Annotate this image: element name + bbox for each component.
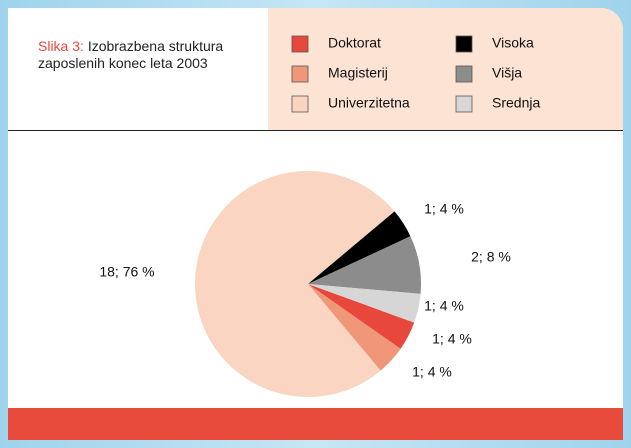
data-label: 1; 4 % bbox=[424, 201, 464, 217]
data-label: 1; 4 % bbox=[412, 364, 452, 380]
legend-swatch bbox=[291, 65, 309, 83]
figure-label: Slika 3: bbox=[38, 38, 84, 54]
legend-area bbox=[268, 8, 623, 130]
legend-swatch bbox=[455, 65, 473, 83]
legend-label: Višja bbox=[492, 65, 522, 81]
footer-band bbox=[8, 408, 623, 440]
legend-label: Visoka bbox=[492, 35, 534, 51]
title-text: Izobrazbena struktura zaposlenih konec l… bbox=[38, 38, 224, 71]
card: Slika 3: Izobrazbena struktura zaposleni… bbox=[8, 8, 623, 440]
divider bbox=[8, 130, 623, 131]
pie-slice bbox=[308, 284, 415, 349]
data-label: 18; 76 % bbox=[99, 264, 154, 280]
chart-title: Slika 3: Izobrazbena struktura zaposleni… bbox=[38, 38, 258, 72]
pie-slice bbox=[308, 284, 401, 371]
data-label: 1; 4 % bbox=[432, 331, 472, 347]
legend-label: Univerzitetna bbox=[328, 95, 410, 111]
pie-slice bbox=[195, 171, 395, 397]
legend-swatch bbox=[291, 35, 309, 53]
data-label: 1; 4 % bbox=[424, 298, 464, 314]
legend-swatch bbox=[455, 95, 473, 113]
legend-label: Magisterij bbox=[328, 65, 388, 81]
legend-swatch bbox=[291, 95, 309, 113]
pie-slice bbox=[308, 236, 421, 294]
pie-slice bbox=[308, 211, 411, 284]
header: Slika 3: Izobrazbena struktura zaposleni… bbox=[8, 8, 268, 130]
legend-label: Doktorat bbox=[328, 35, 381, 51]
data-label: 2; 8 % bbox=[471, 249, 511, 265]
legend-label: Srednja bbox=[492, 95, 540, 111]
legend-swatch bbox=[455, 35, 473, 53]
pie-slice bbox=[308, 284, 421, 323]
